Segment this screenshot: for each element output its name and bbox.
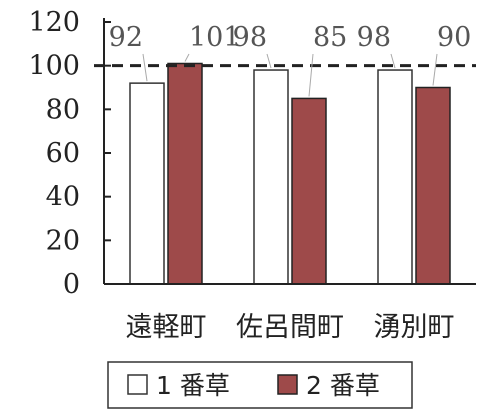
category-label: 遠軽町 (126, 312, 207, 343)
bar-series-1 (377, 69, 413, 285)
y-tick-label: 60 (46, 138, 80, 169)
bar-series-2 (415, 86, 451, 285)
bar-series-2 (167, 62, 203, 285)
data-label-series-1: 92 (109, 22, 143, 53)
label-leader-line (266, 53, 272, 69)
legend-box (107, 361, 413, 409)
bars (129, 62, 451, 285)
y-tick-label: 40 (46, 182, 80, 213)
label-leader-line (432, 53, 438, 86)
bar-series-1 (129, 82, 165, 285)
legend: 1 番草 2 番草 (107, 361, 413, 409)
data-label-series-2: 90 (437, 22, 471, 53)
bar-series-1 (253, 69, 289, 285)
data-label-series-1: 98 (233, 22, 267, 53)
label-leader-line (390, 53, 396, 69)
data-label-series-1: 98 (357, 22, 391, 53)
label-leader-line (142, 53, 148, 82)
axes (103, 18, 476, 285)
y-tick-label: 100 (28, 51, 80, 82)
legend-swatch-series-2 (277, 374, 298, 395)
legend-swatch-series-1 (127, 374, 148, 395)
legend-label-series-1: 1 番草 (156, 371, 230, 400)
data-label-series-2: 85 (313, 22, 347, 53)
y-tick-label: 80 (46, 94, 80, 125)
y-axis-ticks: 0 20 40 60 80 100 120 (28, 7, 111, 300)
y-tick-label: 0 (63, 269, 80, 300)
bar-series-2 (291, 97, 327, 285)
category-label: 佐呂間町 (236, 312, 344, 343)
category-labels: 遠軽町 佐呂間町 湧別町 (126, 312, 455, 343)
legend-label-series-2: 2 番草 (306, 371, 380, 400)
category-label: 湧別町 (374, 312, 455, 343)
y-tick-label: 120 (28, 7, 80, 38)
label-leader-line (184, 53, 190, 62)
data-label-series-2: 101 (189, 22, 241, 53)
y-tick-label: 20 (46, 225, 80, 256)
label-leader-line (308, 53, 314, 97)
